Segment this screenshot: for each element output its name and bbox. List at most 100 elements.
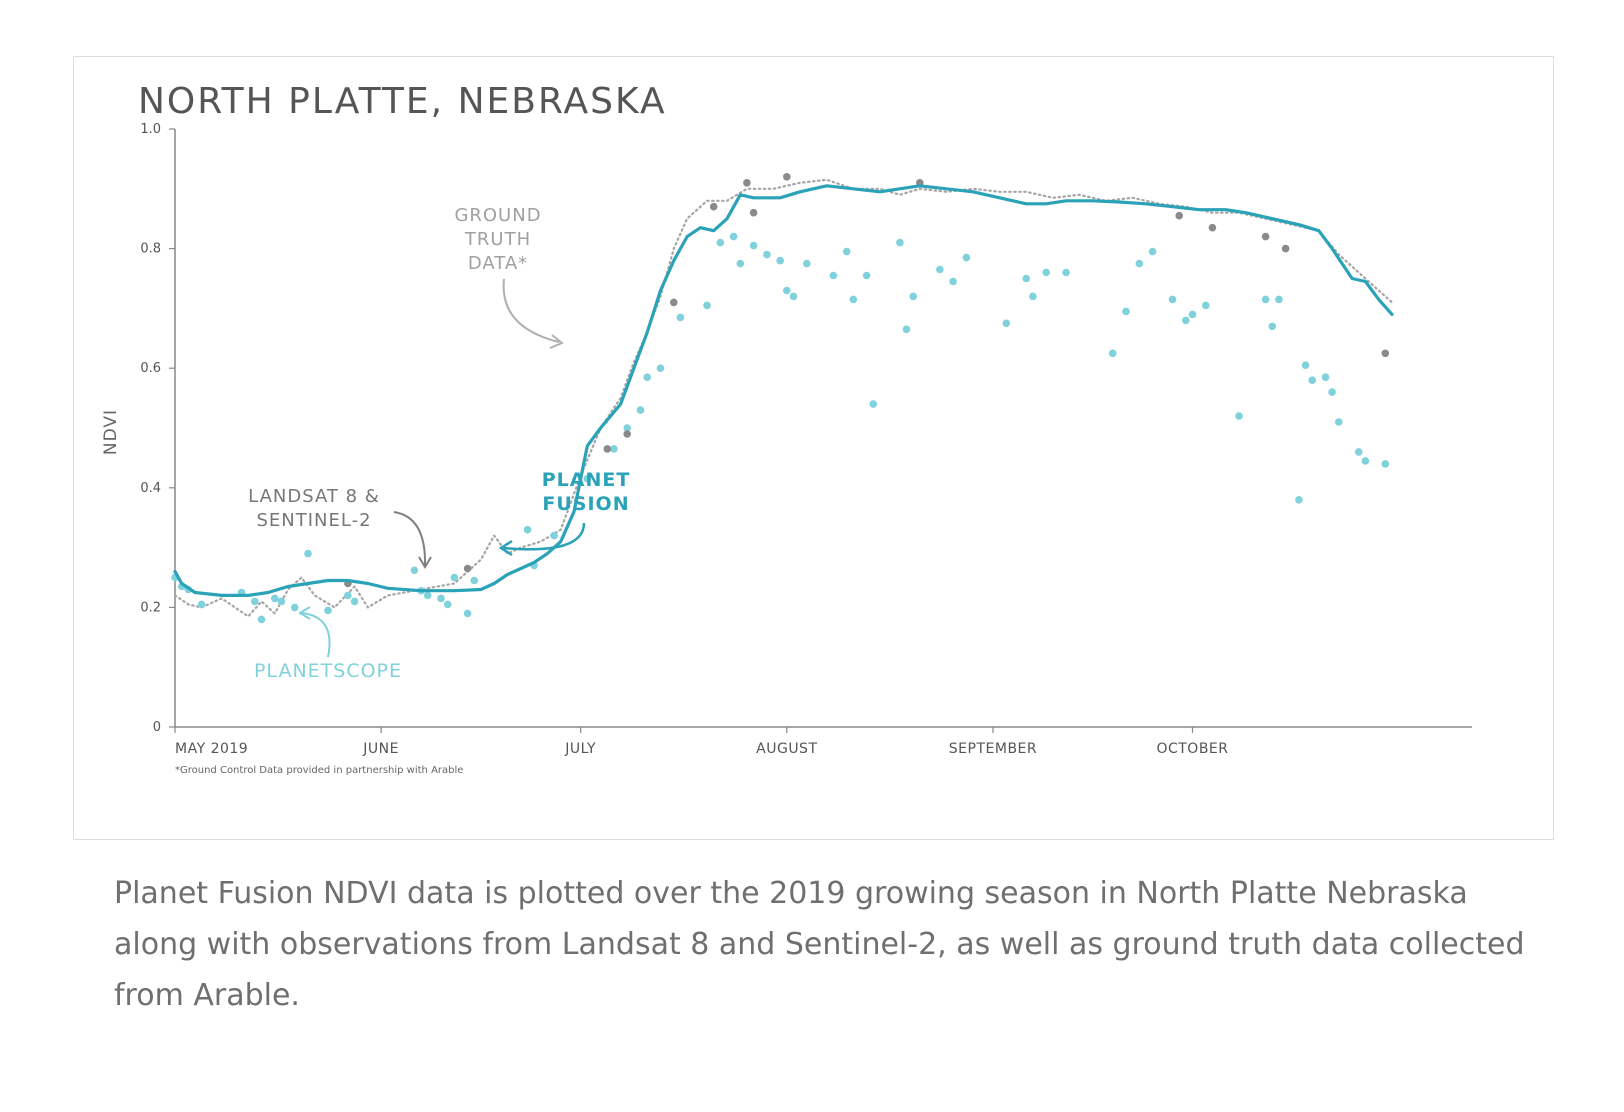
figure-caption: Planet Fusion NDVI data is plotted over … bbox=[114, 876, 1525, 1013]
landsat-8-sentinel-2-point bbox=[603, 445, 612, 453]
planetscope-point bbox=[251, 597, 259, 606]
planetscope-point bbox=[902, 325, 911, 334]
x-tick-labels: MAY 2019 JUNE JULY AUGUST SEPTEMBER OCTOBER bbox=[175, 741, 1228, 757]
planetscope-point bbox=[277, 597, 286, 606]
landsat-8-sentinel-2-series bbox=[344, 173, 1390, 588]
planetscope-point bbox=[789, 292, 798, 301]
planet-fusion-line bbox=[173, 184, 1394, 597]
planetscope-point bbox=[1062, 268, 1070, 277]
ground-truth-arrowhead bbox=[549, 334, 564, 349]
planetscope-point bbox=[350, 597, 359, 606]
planetscope-point bbox=[716, 238, 725, 247]
planetscope-point bbox=[1354, 448, 1363, 456]
planetscope-point bbox=[829, 271, 838, 280]
planetscope-point bbox=[949, 277, 957, 286]
landsat-label-line1: LANDSAT 8 & bbox=[248, 486, 380, 507]
planetscope-point bbox=[1268, 322, 1277, 331]
planetscope-point bbox=[197, 600, 206, 609]
planetscope-point bbox=[729, 232, 738, 241]
planetscope-point bbox=[1188, 310, 1197, 319]
landsat-8-sentinel-2-point bbox=[1381, 349, 1390, 358]
planetscope-arrow bbox=[301, 612, 331, 658]
planetscope-point bbox=[523, 525, 532, 534]
planetscope-point bbox=[1002, 319, 1011, 328]
planetscope-point bbox=[1182, 316, 1190, 325]
planetscope-point bbox=[1361, 457, 1370, 465]
planetscope-point bbox=[636, 406, 645, 414]
planetscope-point bbox=[862, 271, 871, 280]
y-tick-label: 0.4 bbox=[140, 481, 161, 496]
landsat-8-sentinel-2-point bbox=[670, 298, 678, 307]
planet-fusion-arrowhead bbox=[498, 539, 513, 557]
planetscope-point bbox=[423, 591, 432, 600]
planetscope-point bbox=[896, 238, 904, 247]
planetscope-point bbox=[1295, 496, 1303, 504]
planetscope-point bbox=[463, 609, 472, 618]
landsat-8-sentinel-2-point bbox=[623, 430, 631, 438]
planetscope-arrowhead bbox=[298, 606, 311, 620]
landsat-label-line2: SENTINEL-2 bbox=[256, 510, 371, 531]
planetscope-point bbox=[676, 313, 685, 322]
planetscope-point bbox=[1235, 412, 1243, 420]
chart-title: NORTH PLATTE, NEBRASKA bbox=[138, 81, 667, 122]
ground-truth-label-line2: TRUTH bbox=[464, 229, 531, 250]
planetscope-series bbox=[171, 232, 1390, 624]
y-tick-label: 0.2 bbox=[140, 600, 161, 615]
x-tick-label: AUGUST bbox=[756, 741, 817, 757]
planetscope-point bbox=[1321, 373, 1330, 382]
planetscope-point bbox=[1261, 295, 1270, 304]
planetscope-point bbox=[703, 301, 711, 310]
y-axis-label: NDVI bbox=[101, 409, 121, 455]
landsat-8-sentinel-2-point bbox=[1175, 211, 1183, 220]
planetscope-point bbox=[749, 241, 758, 250]
planetscope-point bbox=[257, 615, 266, 624]
y-tick-labels: 0 0.2 0.4 0.6 0.8 1.0 bbox=[140, 122, 161, 735]
y-tick-label: 0.6 bbox=[140, 361, 161, 376]
x-tick-label: JULY bbox=[564, 741, 596, 757]
planetscope-point bbox=[1042, 268, 1050, 277]
annotation-layer: GROUND TRUTH DATA* LANDSAT 8 & SENTINEL-… bbox=[248, 205, 631, 682]
landsat-8-sentinel-2-point bbox=[783, 173, 791, 181]
planetscope-point bbox=[1168, 295, 1177, 304]
planetscope-point bbox=[776, 256, 784, 265]
y-tick-label: 1.0 bbox=[140, 122, 161, 137]
landsat-arrow bbox=[393, 511, 427, 566]
planetscope-point bbox=[909, 292, 917, 301]
x-tick-label: MAY 2019 bbox=[175, 741, 248, 757]
planetscope-point bbox=[437, 594, 445, 603]
planetscope-point bbox=[271, 594, 279, 603]
planetscope-point bbox=[410, 566, 419, 575]
planetscope-point bbox=[1148, 247, 1157, 256]
x-tick-label: SEPTEMBER bbox=[949, 741, 1037, 757]
planetscope-point bbox=[842, 247, 851, 256]
planetscope-point bbox=[763, 250, 771, 259]
series-layer bbox=[171, 173, 1394, 624]
planetscope-point bbox=[869, 400, 878, 408]
landsat-8-sentinel-2-point bbox=[1281, 244, 1290, 253]
planetscope-point bbox=[1202, 301, 1210, 310]
planetscope-point bbox=[550, 531, 558, 540]
y-tick-label: 0 bbox=[153, 720, 161, 735]
x-tick-label: OCTOBER bbox=[1156, 741, 1228, 757]
planetscope-point bbox=[1381, 460, 1390, 468]
landsat-arrowhead bbox=[418, 556, 432, 569]
planetscope-point bbox=[610, 445, 618, 453]
chart-frame: NORTH PLATTE, NEBRASKA 0 0.2 0.4 0.6 0.8 1.0 … bbox=[73, 56, 1554, 840]
axes bbox=[169, 128, 1472, 733]
planetscope-point bbox=[656, 364, 665, 373]
planetscope-point bbox=[443, 600, 452, 609]
planetscope-point bbox=[803, 259, 811, 268]
planetscope-point bbox=[583, 475, 592, 483]
planetscope-point bbox=[1029, 292, 1037, 301]
planetscope-point bbox=[1108, 349, 1117, 358]
planetscope-point bbox=[623, 424, 631, 432]
footnote: *Ground Control Data provided in partner… bbox=[175, 765, 463, 776]
planetscope-label: PLANETSCOPE bbox=[254, 660, 402, 682]
planetscope-point bbox=[1122, 307, 1130, 316]
planetscope-point bbox=[1135, 259, 1144, 268]
y-tick-label: 0.8 bbox=[140, 242, 161, 257]
planetscope-point bbox=[962, 253, 971, 262]
ground-truth-arrow bbox=[502, 278, 560, 343]
planet-fusion-label-line1: PLANET bbox=[542, 469, 631, 491]
planet-fusion-label-line2: FUSION bbox=[542, 493, 629, 515]
